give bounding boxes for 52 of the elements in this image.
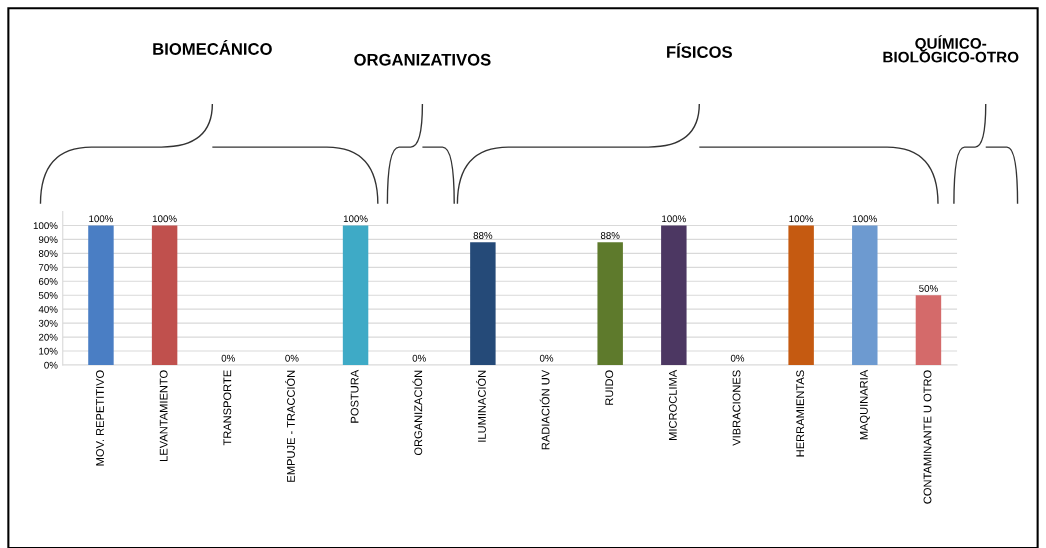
- x-tick-label: VIBRACIONES: [732, 370, 741, 446]
- bar: [852, 225, 878, 365]
- bar: [788, 225, 814, 365]
- y-tick-label: 100%: [33, 222, 58, 230]
- x-tick-label: ILUMINACIÓN: [476, 370, 486, 442]
- x-tick-label: RUIDO: [605, 370, 614, 405]
- x-tick-label: RADIACIÓN UV: [539, 369, 550, 450]
- x-tick-label: TRANSPORTE: [223, 370, 232, 446]
- y-tick-label: 40%: [38, 305, 58, 313]
- x-tick-label: EMPUJE - TRACCIÓN: [285, 370, 295, 482]
- data-label: 0%: [539, 354, 554, 362]
- text: BIOMECÁNICO: [153, 39, 272, 55]
- x-tick-label: ORGANIZACIÓN: [412, 370, 423, 456]
- x-tick-label: HERRAMIENTAS: [796, 370, 805, 457]
- data-label: 100%: [789, 215, 814, 223]
- data-label: 100%: [662, 215, 686, 223]
- data-label: 0%: [285, 354, 299, 362]
- y-tick-label: 10%: [39, 347, 58, 355]
- y-tick-label: 0%: [44, 361, 58, 369]
- y-tick-label: 50%: [38, 291, 58, 299]
- bar: [915, 295, 942, 365]
- bar: [470, 242, 496, 365]
- bar: [151, 225, 178, 365]
- x-tick-label: LEVANTAMIENTO: [159, 370, 168, 461]
- y-tick-label: 30%: [38, 319, 58, 327]
- data-label: 100%: [343, 215, 368, 223]
- x-tick-label: MAQUINARIA: [859, 369, 870, 440]
- x-tick-label: MICROCLIMA: [668, 369, 677, 440]
- bar: [88, 225, 114, 365]
- x-tick-label: CONTAMINANTE U OTRO: [923, 370, 932, 504]
- y-tick-label: 60%: [38, 278, 58, 285]
- y-tick-label: 80%: [38, 250, 58, 257]
- y-tick-label: 90%: [38, 236, 58, 244]
- y-tick-label: 70%: [38, 264, 58, 271]
- bar: [661, 225, 687, 365]
- x-tick-label: MOV. REPETITIVO: [96, 370, 104, 466]
- data-label: 0%: [221, 354, 235, 362]
- x-tick-label: POSTURA: [350, 369, 359, 423]
- bar: [597, 242, 623, 365]
- data-label: 88%: [473, 232, 493, 239]
- data-label: 0%: [730, 354, 745, 362]
- data-label: 88%: [600, 232, 620, 239]
- data-label: 100%: [853, 215, 877, 223]
- data-label: 100%: [89, 215, 114, 223]
- text: FÍSICOS: [667, 43, 732, 58]
- y-tick-label: 20%: [38, 333, 58, 341]
- data-label: 0%: [412, 354, 426, 362]
- bar: [342, 225, 369, 365]
- text: QUÍMICO- BIOLÓGICO-OTRO: [883, 35, 1019, 63]
- data-label: 50%: [919, 285, 938, 292]
- data-label: 100%: [152, 215, 177, 223]
- text: ORGANIZATIVOS: [354, 53, 491, 66]
